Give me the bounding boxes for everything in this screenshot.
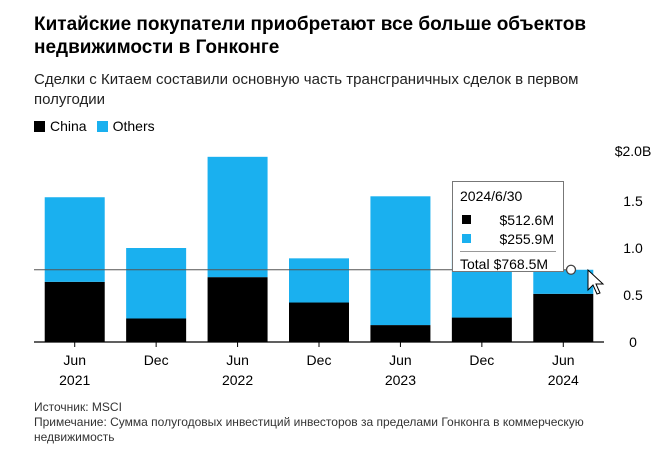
tooltip-row-china: $512.6M bbox=[460, 210, 556, 229]
bar-others-4[interactable] bbox=[370, 196, 431, 326]
x-tick-label-bottom-0: 2021 bbox=[59, 372, 90, 388]
bar-china-1[interactable] bbox=[126, 318, 187, 343]
y-tick-label-3: 1.5 bbox=[623, 193, 643, 209]
chart-subtitle: Сделки с Китаем составили основную часть… bbox=[34, 71, 579, 108]
legend-item-china[interactable]: China bbox=[34, 118, 87, 134]
y-tick-label-1: 0.5 bbox=[623, 287, 643, 303]
bar-china-4[interactable] bbox=[370, 325, 431, 342]
tooltip-value-others: $255.9M bbox=[499, 230, 554, 247]
bar-china-0[interactable] bbox=[44, 281, 105, 342]
footer: Источник: MSCI Примечание: Сумма полугод… bbox=[34, 400, 644, 445]
x-tick-label-top-0: Jun bbox=[63, 352, 86, 368]
bar-china-3[interactable] bbox=[289, 302, 349, 342]
tooltip-swatch-china bbox=[462, 215, 471, 224]
y-tick-label-4: $2.0B bbox=[615, 143, 652, 159]
hover-marker bbox=[565, 264, 577, 275]
legend-swatch-others bbox=[96, 120, 108, 132]
footnote: Примечание: Сумма полугодовых инвестиций… bbox=[34, 415, 584, 444]
bar-china-6[interactable] bbox=[533, 293, 594, 342]
mouse-cursor-icon bbox=[587, 268, 605, 295]
bar-others-6[interactable] bbox=[533, 269, 594, 294]
bar-china-2[interactable] bbox=[207, 277, 268, 342]
bar-china-5[interactable] bbox=[451, 317, 512, 342]
bar-others-1[interactable] bbox=[126, 248, 187, 319]
x-tick-label-bottom-2: 2022 bbox=[222, 372, 253, 388]
bar-others-3[interactable] bbox=[289, 258, 349, 303]
tooltip-total: Total $768.5M bbox=[460, 251, 556, 272]
source-note: Источник: MSCI bbox=[34, 400, 122, 414]
x-tick-label-top-6: Jun bbox=[552, 352, 575, 368]
legend-swatch-china bbox=[34, 120, 45, 132]
legend-label-others: Others bbox=[112, 118, 155, 134]
x-tick-label-top-3: Dec bbox=[307, 352, 332, 368]
chart-title: Китайские покупатели приобретают все бол… bbox=[34, 14, 587, 58]
tooltip-total-label: Total bbox=[460, 256, 490, 272]
x-tick-label-top-1: Dec bbox=[144, 352, 169, 368]
hover-tooltip: 2024/6/30 $512.6M $255.9M Total $768.5M bbox=[452, 181, 564, 272]
x-tick-label-bottom-4: 2023 bbox=[385, 372, 416, 388]
tooltip-value-china: $512.6M bbox=[499, 211, 554, 228]
tooltip-swatch-others bbox=[462, 234, 471, 243]
x-tick-label-top-5: Dec bbox=[469, 352, 494, 368]
tooltip-total-value: $768.5M bbox=[493, 256, 549, 272]
tooltip-date: 2024/6/30 bbox=[460, 188, 523, 204]
legend-item-others[interactable]: Others bbox=[96, 118, 155, 134]
legend: China Others bbox=[34, 118, 165, 134]
bar-others-2[interactable] bbox=[207, 156, 268, 278]
bar-others-0[interactable] bbox=[44, 197, 105, 282]
x-tick-label-top-4: Jun bbox=[389, 352, 412, 368]
y-tick-label-0: 0 bbox=[629, 334, 637, 350]
y-tick-label-2: 1.0 bbox=[623, 240, 643, 256]
tooltip-row-others: $255.9M bbox=[460, 229, 556, 248]
x-tick-label-bottom-6: 2024 bbox=[548, 372, 579, 388]
x-tick-label-top-2: Jun bbox=[226, 352, 249, 368]
legend-label-china: China bbox=[50, 118, 87, 134]
